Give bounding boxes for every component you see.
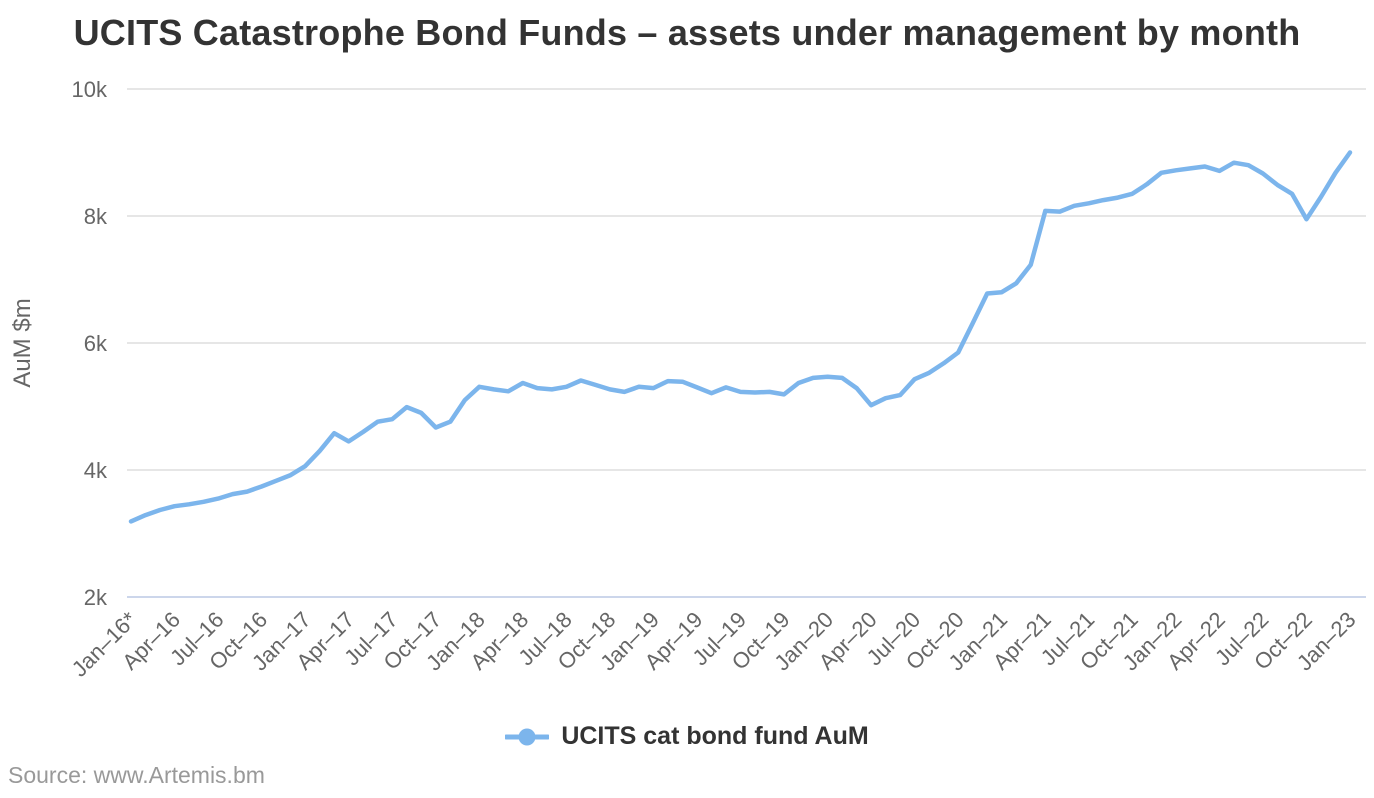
source-credit: Source: www.Artemis.bm — [8, 762, 265, 788]
y-tick-label: 6k — [84, 331, 108, 356]
legend-line-marker-icon — [505, 728, 550, 745]
y-tick-label: 2k — [84, 585, 108, 610]
legend-item[interactable]: UCITS cat bond fund AuM — [0, 722, 1374, 751]
y-axis-title: AuM $m — [9, 298, 36, 387]
y-tick-label: 8k — [84, 204, 108, 229]
legend-label: UCITS cat bond fund AuM — [561, 722, 869, 750]
y-axis-tick-labels: 2k 4k 6k 8k 10k — [72, 77, 108, 610]
y-tick-label: 10k — [72, 77, 108, 102]
chart-title: UCITS Catastrophe Bond Funds – assets un… — [73, 12, 1301, 53]
y-tick-label: 4k — [84, 458, 108, 483]
x-axis-tick-labels: Jan–16*Apr–16Jul–16Oct–16Jan–17Apr–17Jul… — [67, 607, 1361, 682]
gridlines — [127, 88, 1366, 598]
aum-line-series — [128, 150, 1353, 524]
